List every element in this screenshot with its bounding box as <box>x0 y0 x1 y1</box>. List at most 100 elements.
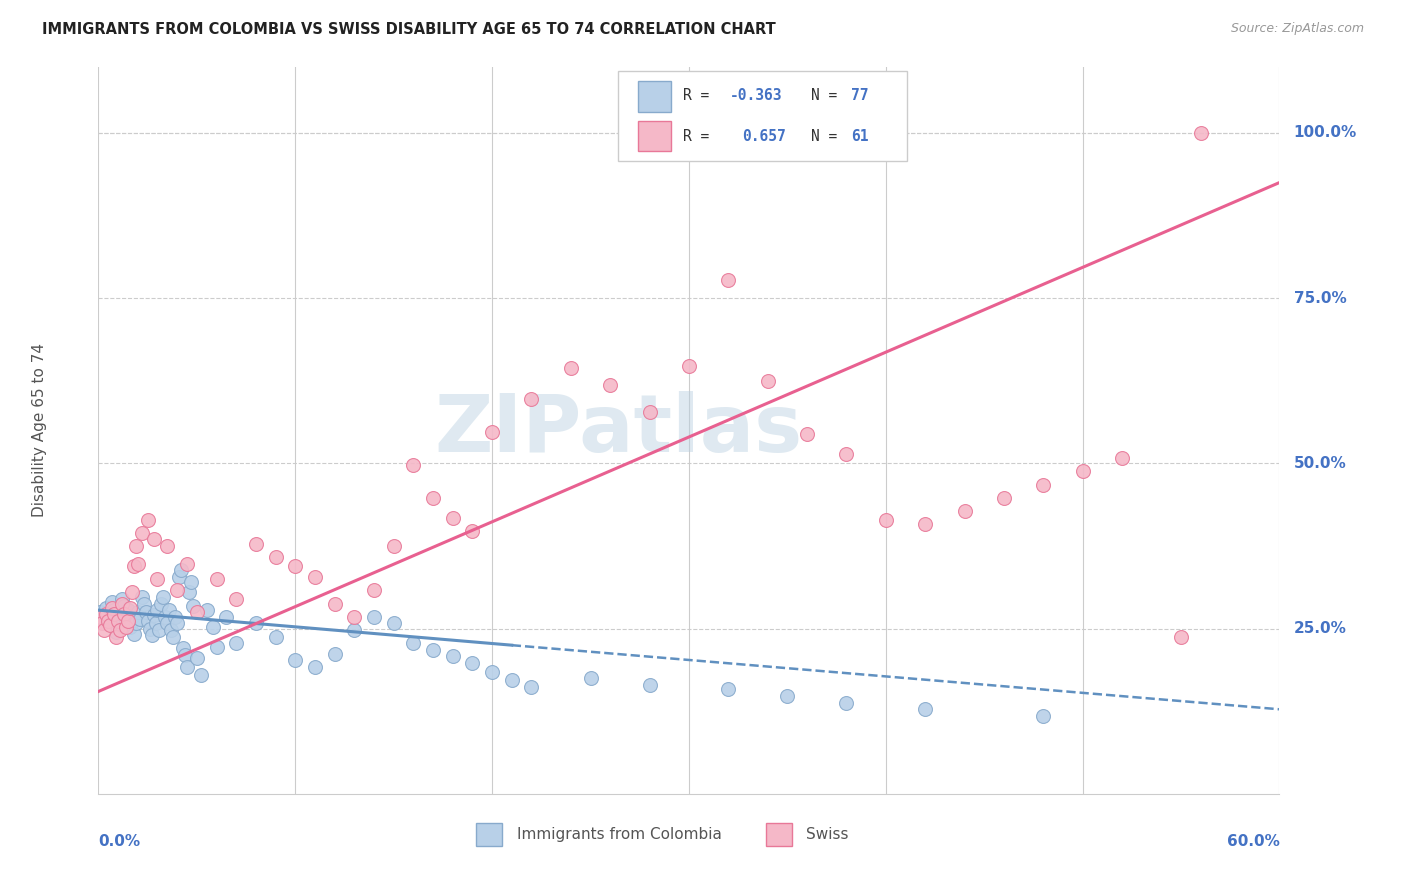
Point <box>96 600 118 615</box>
Point <box>323 597 346 611</box>
Text: 100.0%: 100.0% <box>1294 126 1357 140</box>
Point <box>105 630 128 644</box>
Point <box>132 597 155 611</box>
Point <box>186 605 208 619</box>
Point <box>225 591 247 606</box>
Point <box>97 614 120 628</box>
Point <box>1170 630 1192 644</box>
Point <box>166 616 188 631</box>
Point <box>122 627 145 641</box>
Point <box>176 557 198 571</box>
Point <box>638 405 661 419</box>
Point <box>245 537 267 551</box>
Point <box>875 513 897 527</box>
Point <box>304 660 326 674</box>
Point <box>205 640 228 655</box>
Point <box>107 614 129 628</box>
Point <box>98 618 121 632</box>
Text: N =: N = <box>811 129 845 145</box>
Point <box>343 609 366 624</box>
Text: N =: N = <box>811 87 845 103</box>
Point <box>835 696 858 710</box>
Point <box>776 689 799 703</box>
Point <box>136 513 159 527</box>
Point <box>461 656 484 670</box>
Point <box>205 572 228 586</box>
Point <box>146 572 169 586</box>
Point <box>1032 709 1054 723</box>
Point <box>756 374 779 388</box>
Point <box>501 673 523 688</box>
Point <box>117 603 139 617</box>
Point <box>402 458 425 472</box>
Point <box>150 597 173 611</box>
Point <box>284 653 307 667</box>
Point <box>103 607 125 621</box>
Point <box>156 616 179 631</box>
Point <box>441 510 464 524</box>
Text: 60.0%: 60.0% <box>1226 834 1279 849</box>
Text: Disability Age 65 to 74: Disability Age 65 to 74 <box>32 343 46 517</box>
Point <box>245 616 267 631</box>
Point <box>186 651 208 665</box>
Point <box>131 590 153 604</box>
Point <box>180 575 202 590</box>
Point <box>152 590 174 604</box>
Point <box>520 680 543 694</box>
Text: 50.0%: 50.0% <box>1294 456 1347 471</box>
Point <box>1111 451 1133 466</box>
Point <box>441 649 464 664</box>
Text: 61: 61 <box>851 129 869 145</box>
Point <box>131 525 153 540</box>
Point <box>201 620 224 634</box>
Bar <box>766 823 792 847</box>
Point <box>181 599 204 613</box>
Point <box>89 609 111 624</box>
Point <box>135 605 157 619</box>
Text: R =: R = <box>683 129 727 145</box>
Point <box>107 608 129 623</box>
Point <box>115 620 138 634</box>
Point <box>105 624 128 639</box>
Point <box>112 607 135 621</box>
Point <box>97 607 120 621</box>
Text: 75.0%: 75.0% <box>1294 291 1347 306</box>
Point <box>717 273 740 287</box>
Point <box>136 614 159 628</box>
Point <box>481 425 503 439</box>
Text: Source: ZipAtlas.com: Source: ZipAtlas.com <box>1230 22 1364 36</box>
Point <box>172 641 194 656</box>
Point <box>195 603 218 617</box>
Point <box>103 603 125 617</box>
Point <box>156 539 179 553</box>
Point <box>115 614 138 628</box>
Point <box>382 539 405 553</box>
Point <box>284 558 307 573</box>
Text: -0.363: -0.363 <box>730 87 783 103</box>
Text: ZIPatlas: ZIPatlas <box>434 392 803 469</box>
Point <box>215 609 238 624</box>
Point <box>796 426 818 441</box>
Point <box>599 378 621 392</box>
Point <box>363 609 385 624</box>
Point <box>1071 464 1094 478</box>
Point <box>363 583 385 598</box>
Point <box>162 630 184 644</box>
Point <box>638 678 661 692</box>
Point <box>121 585 143 599</box>
Point <box>225 636 247 650</box>
Point <box>118 600 141 615</box>
Point <box>1189 126 1212 140</box>
Point <box>717 682 740 697</box>
Point <box>520 392 543 406</box>
Point <box>111 591 134 606</box>
Point <box>91 609 114 624</box>
Text: 0.0%: 0.0% <box>98 834 141 849</box>
Point <box>142 608 165 623</box>
Point <box>141 628 163 642</box>
Point <box>91 616 114 631</box>
Point <box>122 558 145 573</box>
Point <box>157 603 180 617</box>
Point <box>579 671 602 685</box>
Point <box>264 550 287 565</box>
